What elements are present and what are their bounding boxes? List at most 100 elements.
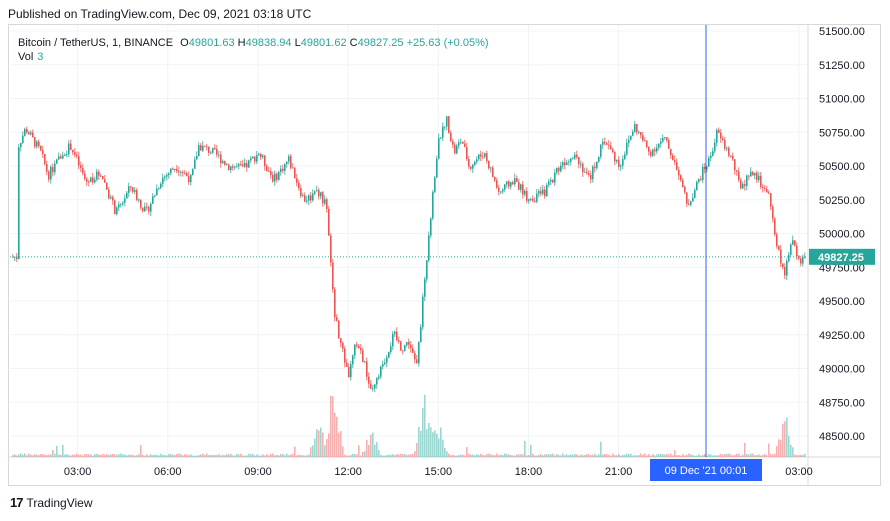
candle-body [276, 173, 278, 180]
candle-body [388, 352, 390, 358]
candle-body [352, 355, 354, 365]
candle-body [560, 165, 562, 172]
volume-bar [544, 454, 546, 457]
volume-bar [752, 453, 754, 457]
candle-body [540, 191, 542, 194]
volume-bar [430, 427, 432, 457]
candle-body [586, 171, 588, 174]
volume-bar [226, 454, 228, 457]
volume-bar [144, 455, 146, 457]
volume-bar [516, 454, 518, 457]
volume-bar [776, 446, 778, 457]
footer-brand[interactable]: 17 TradingView [10, 495, 93, 510]
candle-body [564, 162, 566, 166]
change-value: +25.63 (+0.05%) [406, 37, 489, 49]
candle-body [666, 137, 668, 141]
candle-body [482, 156, 484, 158]
volume-bar [16, 455, 18, 457]
candle-body [410, 344, 412, 349]
candle-body [134, 190, 136, 192]
volume-bar [426, 429, 428, 457]
candle-body [240, 164, 242, 166]
candle-body [14, 256, 16, 258]
volume-bar [628, 454, 630, 457]
candle-body [764, 187, 766, 189]
volume-bar [250, 454, 252, 457]
chart-legend: Bitcoin / TetherUS, 1, BINANCE O49801.63… [18, 35, 489, 51]
volume-bar [180, 454, 182, 457]
candle-body [106, 182, 108, 190]
volume-bar [596, 455, 598, 457]
volume-bar [670, 453, 672, 457]
volume-bar [736, 453, 738, 457]
candle-body [630, 135, 632, 140]
candle-body [704, 166, 706, 170]
volume-bar [522, 454, 524, 457]
candle-body [624, 154, 626, 160]
volume-bar [26, 455, 28, 457]
candle-body [800, 258, 802, 264]
volume-bar [758, 454, 760, 457]
volume-bar [506, 453, 508, 457]
volume-key: Vol [18, 51, 34, 63]
volume-bar [232, 455, 234, 457]
candle-body [438, 138, 440, 159]
volume-bar [272, 453, 274, 457]
candle-body [520, 184, 522, 190]
candle-body [364, 361, 366, 363]
volume-bar [432, 432, 434, 457]
volume-bar [666, 453, 668, 457]
candle-body [458, 142, 460, 146]
candle-body [74, 152, 76, 155]
x-tick-label: 09:00 [244, 466, 272, 478]
volume-bar [600, 441, 602, 457]
volume-bar [286, 453, 288, 457]
volume-bar [540, 453, 542, 457]
candle-body [580, 163, 582, 165]
candle-body [462, 141, 464, 144]
candle-body [350, 364, 352, 378]
volume-bar [340, 431, 342, 457]
candle-body [326, 199, 328, 209]
candle-body [686, 192, 688, 204]
volume-bar [370, 434, 372, 457]
volume-bar [786, 417, 788, 457]
volume-bar [362, 451, 364, 457]
volume-bar [292, 453, 294, 457]
volume-bar [572, 454, 574, 457]
volume-bar [122, 454, 124, 457]
volume-bar [520, 454, 522, 457]
candle-body [642, 135, 644, 141]
candle-body [218, 154, 220, 156]
volume-bar [610, 455, 612, 457]
candle-body [262, 155, 264, 158]
volume-bar [238, 454, 240, 457]
volume-bar [732, 455, 734, 457]
candle-body [532, 199, 534, 201]
volume-bar [378, 449, 380, 457]
volume-bar [158, 455, 160, 457]
volume-bar [704, 454, 706, 457]
volume-bar [412, 453, 414, 457]
volume-bar [366, 439, 368, 457]
volume-bar [128, 454, 130, 457]
volume-bar [654, 455, 656, 457]
candle-body [54, 163, 56, 173]
volume-bar [142, 454, 144, 457]
volume-bar [114, 454, 116, 457]
candle-body [678, 169, 680, 176]
volume-bar [270, 453, 272, 457]
candle-body [244, 163, 246, 167]
volume-bar [458, 454, 460, 457]
candle-body [222, 161, 224, 164]
candle-body [528, 199, 530, 201]
volume-bar [194, 455, 196, 457]
volume-bar [566, 454, 568, 457]
candle-body [182, 172, 184, 173]
candle-body [538, 191, 540, 194]
volume-bar [234, 455, 236, 457]
candle-body [472, 164, 474, 169]
volume-bar [264, 455, 266, 457]
volume-bar [470, 454, 472, 457]
